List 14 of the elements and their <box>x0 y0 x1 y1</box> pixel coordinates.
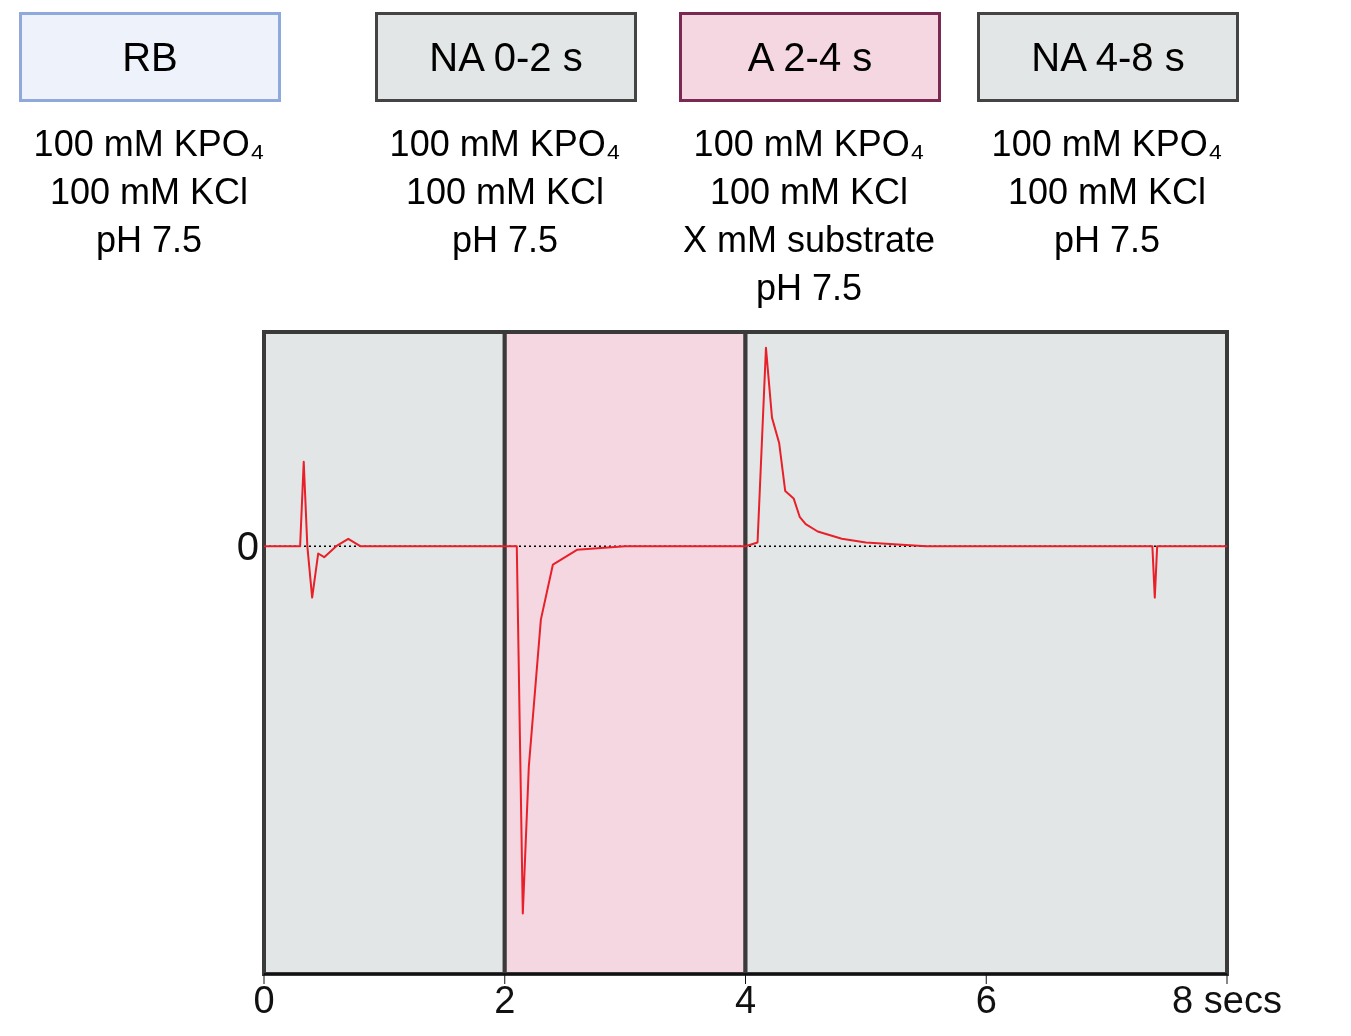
text: 100 mM KPO₄ 100 mM KCl pH 7.5 <box>990 122 1224 262</box>
x-tick-label: 6 <box>975 978 997 1021</box>
text: NA 4-8 s <box>977 12 1239 102</box>
text: 100 mM KPO₄ 100 mM KCl pH 7.5 <box>388 122 622 262</box>
text: RB <box>19 12 281 102</box>
x-tick-label: 8 secs <box>1172 978 1282 1021</box>
text: 100 mM KPO₄ 100 mM KCl pH 7.5 <box>32 122 266 262</box>
text: A 2-4 s <box>679 12 941 102</box>
text: NA 0-2 s <box>375 12 637 102</box>
x-tick-label: 2 <box>494 978 516 1021</box>
ref-line-label: 0 <box>236 524 259 569</box>
x-tick-label: 4 <box>734 978 757 1021</box>
x-tick-label: 0 <box>253 978 275 1021</box>
text: 100 mM KPO₄ 100 mM KCl X mM substrate pH 7.5 <box>681 122 937 310</box>
